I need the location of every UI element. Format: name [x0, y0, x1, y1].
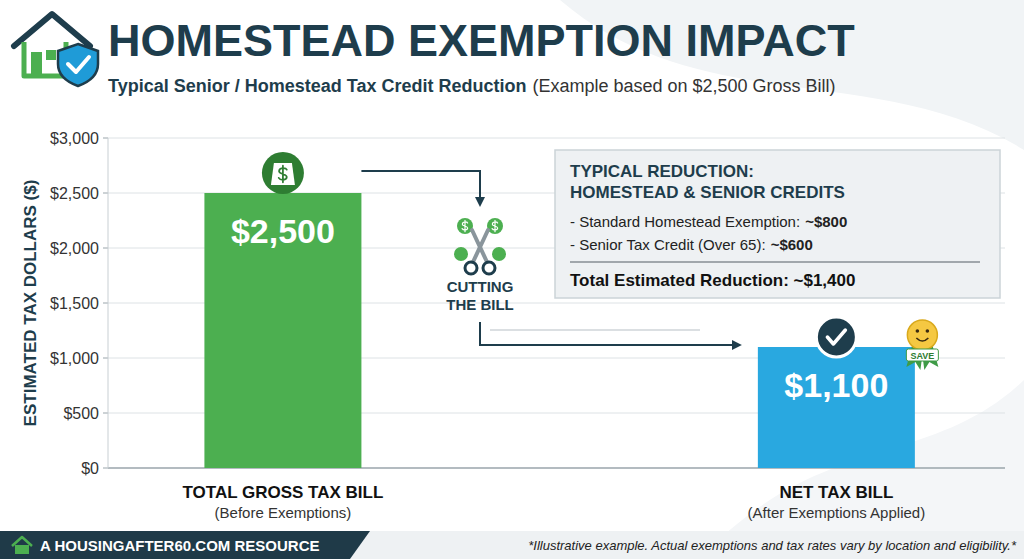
subtitle: Typical Senior / Homestead Tax Credit Re…: [108, 76, 836, 96]
category-label: NET TAX BILL: [779, 483, 893, 502]
footnote: *Illustrative example. Actual exemptions…: [528, 538, 1017, 553]
dollar-icon: [492, 220, 497, 231]
footer-band: [0, 531, 370, 559]
subtitle-note: (Example based on $2,500 Gross Bill): [532, 76, 835, 96]
title: HOMESTEAD EXEMPTION IMPACT: [108, 15, 855, 66]
annotation-item-amount: ~$600: [771, 236, 813, 253]
handle: [465, 262, 477, 274]
handle: [483, 262, 495, 274]
house-window: [46, 50, 56, 60]
annotation-heading: TYPICAL REDUCTION:: [570, 162, 754, 181]
dollar-icon: [462, 220, 467, 231]
grid: [103, 138, 1005, 468]
badge-eye: [916, 329, 920, 333]
tick-label: $1,000: [50, 350, 99, 367]
arrow-guide: [490, 329, 700, 330]
badge-tag: [906, 349, 938, 361]
bar: [758, 347, 915, 468]
tick-mark: [103, 358, 108, 359]
dollar-icon: [279, 166, 287, 183]
shield: [58, 44, 98, 86]
shield-check: [68, 57, 89, 72]
arrow-down: [361, 171, 480, 205]
scissors-icon: [454, 218, 506, 274]
check-circle: [816, 317, 856, 357]
blade: [472, 230, 487, 262]
header-icon: [14, 14, 98, 86]
tick-mark: [103, 248, 108, 249]
tick-mark: [103, 193, 108, 194]
data-label: $2,500: [231, 212, 335, 250]
annotation-item: - Standard Homestead Exemption: ~$800: [570, 213, 847, 230]
tick-label: $2,000: [50, 240, 99, 257]
subtitle-main: Typical Senior / Homestead Tax Credit Re…: [108, 76, 526, 96]
cut-label: CUTTINGTHE BILL: [446, 278, 514, 313]
chart: HOMESTEAD EXEMPTION IMPACT Typical Senior…: [0, 0, 1024, 559]
tick-label: $2,500: [50, 185, 99, 202]
annotation-item-amount: ~$800: [805, 213, 847, 230]
badge-eye: [926, 329, 930, 333]
annotation-rule: [570, 261, 980, 262]
annotation-item-label: - Senior Tax Credit (Over 65):: [570, 236, 766, 253]
house-roof: [14, 14, 90, 46]
annotation-box: [555, 150, 1000, 298]
coin: [454, 247, 468, 261]
category-label: TOTAL GROSS TAX BILL: [182, 483, 383, 502]
house-door: [31, 52, 42, 76]
annotation-item: - Senior Tax Credit (Over 65): ~$600: [570, 236, 813, 253]
annotation-heading: HOMESTEAD & SENIOR CREDITS: [570, 183, 845, 202]
tick-mark: [103, 468, 108, 469]
annotation-total: Total Estimated Reduction: ~$1,400: [570, 271, 855, 290]
money-icon: [262, 152, 304, 194]
footer-roof: [12, 537, 32, 546]
data-label: $1,100: [784, 366, 888, 404]
badge-smile: [916, 338, 928, 341]
blade: [473, 230, 488, 262]
cut-label-line: CUTTING: [447, 278, 514, 295]
bar: [204, 193, 361, 468]
footer-house: [15, 545, 29, 554]
arrows: [361, 171, 739, 345]
y-axis-line: [108, 138, 109, 468]
badge-face: [907, 320, 937, 350]
grid-line: [108, 138, 1005, 139]
bars: [204, 193, 914, 468]
badge-label: SAVE: [910, 351, 934, 361]
category-note: (Before Exemptions): [215, 504, 352, 521]
category-note: (After Exemptions Applied): [748, 504, 926, 521]
money-circle: [262, 152, 304, 194]
tick-label: $500: [63, 405, 99, 422]
cut-label-line: THE BILL: [446, 296, 514, 313]
background: [0, 0, 1024, 559]
money-bag: [271, 163, 295, 185]
tick-mark: [103, 303, 108, 304]
check-mark: [827, 330, 845, 344]
tick-label: $1,500: [50, 295, 99, 312]
tick-mark: [103, 413, 108, 414]
footer-ground: [0, 531, 1024, 559]
save-badge: SAVE: [906, 320, 938, 370]
source: A HOUSINGAFTER60.COM RESOURCE: [40, 537, 319, 554]
arrow-right: [480, 322, 740, 345]
tick-label: $0: [81, 460, 99, 477]
y-axis-title: ESTIMATED TAX DOLLARS ($): [21, 180, 40, 427]
tick-label: $3,000: [50, 130, 99, 147]
coin: [492, 247, 506, 261]
footer-icon: [12, 537, 32, 554]
annotation-item-label: - Standard Homestead Exemption:: [570, 213, 800, 230]
tick-mark: [103, 138, 108, 139]
check-icon: [816, 317, 856, 357]
